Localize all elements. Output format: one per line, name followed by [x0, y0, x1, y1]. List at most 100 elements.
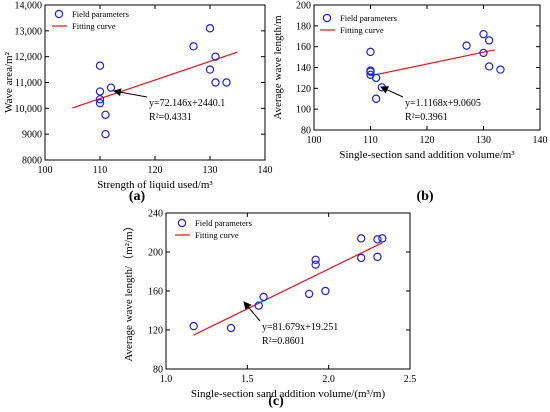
data-point	[226, 323, 236, 333]
x-tick-label: 130	[476, 135, 491, 146]
data-point	[95, 95, 105, 104]
panel-label-a: (a)	[129, 189, 146, 204]
data-point	[357, 253, 366, 263]
x-axis-label: Single-section sand addition volume/(m³/…	[191, 388, 386, 400]
legend-marker-points	[322, 13, 332, 23]
y-tick-label: 12,000	[15, 52, 43, 63]
legend-marker-points	[177, 218, 187, 228]
y-tick-label: 13,000	[15, 26, 43, 37]
fitting-curve-line	[370, 49, 495, 77]
y-tick-label: 120	[148, 326, 163, 337]
y-tick-label: 240	[148, 209, 163, 220]
data-point	[378, 234, 387, 243]
data-point	[371, 73, 381, 83]
annotation-arrow	[113, 88, 148, 98]
fitting-curve-line	[193, 242, 383, 336]
chart-panel-2: 100 110 120 130 14080100120140160180200Singl…	[272, 1, 548, 162]
chart-panel-3: 1.0 1.5 2.0 2.5 80 120 160 200 240 Single-section…	[122, 209, 416, 401]
data-point	[496, 65, 505, 74]
legend-label-fit: Fitting curve	[72, 21, 116, 31]
x-tick-label: 1.0	[160, 374, 173, 385]
data-point	[311, 255, 320, 264]
annotation-arrow	[380, 86, 404, 98]
x-tick-label: 120	[148, 165, 163, 176]
y-tick-label: 80	[153, 365, 163, 376]
legend-marker-points	[54, 9, 64, 19]
x-tick-label: 2.0	[322, 374, 335, 385]
x-tick-label: 1.5	[241, 374, 254, 385]
x-tick-label: 120	[420, 135, 435, 146]
legend: Field parameters Fitting curve	[320, 13, 397, 35]
data-point	[321, 286, 330, 296]
data-point	[205, 65, 215, 74]
data-point	[484, 62, 494, 71]
data-point	[101, 110, 110, 119]
data-point	[95, 87, 105, 96]
data-point	[479, 48, 488, 58]
y-tick-label: 100	[296, 105, 311, 116]
data-point	[311, 260, 320, 269]
data-point	[211, 78, 220, 87]
x-tick-label: 2.5	[404, 374, 417, 385]
r-squared-value: R²=0.4331	[149, 112, 192, 123]
data-point	[106, 83, 116, 92]
legend-label-points: Field parameters	[340, 13, 397, 23]
data-point	[479, 29, 488, 39]
y-axis-label: Average wave length/m	[272, 15, 284, 120]
x-tick-label: 130	[203, 165, 218, 176]
annotation-arrow	[243, 301, 261, 322]
legend: Field parameters Fitting curve	[175, 218, 252, 240]
legend: Field parameters Fitting curve	[52, 9, 129, 31]
panel-label-c: (c)	[268, 394, 284, 409]
y-tick-label: 80	[301, 126, 311, 137]
fitting-curve-line	[72, 51, 238, 109]
data-point	[484, 36, 494, 45]
fit-equation: y=1.1168x+9.0605	[405, 98, 481, 109]
data-point	[373, 252, 382, 262]
y-tick-label: 200	[296, 1, 311, 12]
y-axis-label: Wave area/m²	[3, 51, 15, 112]
data-point	[95, 98, 105, 108]
legend-label-fit: Fitting curve	[195, 230, 239, 240]
y-tick-label: 140	[296, 63, 311, 74]
x-tick-label: 110	[363, 135, 378, 146]
x-tick-label: 110	[93, 165, 108, 176]
y-axis-label: Average wave length/（m²/m）	[122, 220, 135, 361]
y-tick-label: 200	[148, 248, 163, 259]
data-point	[366, 47, 375, 57]
y-tick-label: 9000	[22, 130, 42, 141]
panel-label-b: (b)	[416, 189, 433, 204]
x-tick-label: 100	[38, 165, 53, 176]
fit-equation: y=81.679x+19.251	[262, 322, 338, 333]
y-tick-label: 8000	[22, 156, 42, 167]
legend-label-points: Field parameters	[195, 218, 252, 228]
data-point	[189, 42, 198, 51]
data-point	[304, 289, 314, 299]
y-tick-label: 14,000	[15, 1, 43, 12]
chart-panel-1: 100 110 120 130 140 8000 9000 10,000 11,000 12,00…	[3, 1, 273, 192]
y-tick-label: 180	[296, 21, 311, 32]
y-tick-label: 160	[148, 287, 163, 298]
x-tick-label: 140	[533, 135, 548, 146]
data-point	[371, 94, 381, 103]
fit-equation: y=72.146x+2440.1	[149, 98, 225, 109]
r-squared-value: R²=0.3961	[405, 112, 448, 123]
y-tick-label: 10,000	[15, 104, 43, 115]
data-point	[101, 129, 110, 139]
y-tick-label: 160	[296, 42, 311, 53]
data-point	[189, 321, 198, 331]
data-point	[462, 41, 471, 50]
r-squared-value: R²=0.8601	[262, 336, 305, 347]
legend-label-points: Field parameters	[72, 9, 129, 19]
x-axis-label: Strength of liquid used/m³	[97, 179, 213, 191]
data-point	[222, 78, 231, 87]
data-point	[366, 67, 375, 76]
data-point	[357, 234, 366, 243]
x-axis-label: Single-section sand addition volume/m³	[339, 149, 515, 161]
data-point	[259, 292, 268, 302]
data-point	[205, 24, 215, 33]
data-point	[373, 235, 382, 244]
x-tick-label: 100	[307, 135, 322, 146]
data-point	[95, 61, 105, 70]
